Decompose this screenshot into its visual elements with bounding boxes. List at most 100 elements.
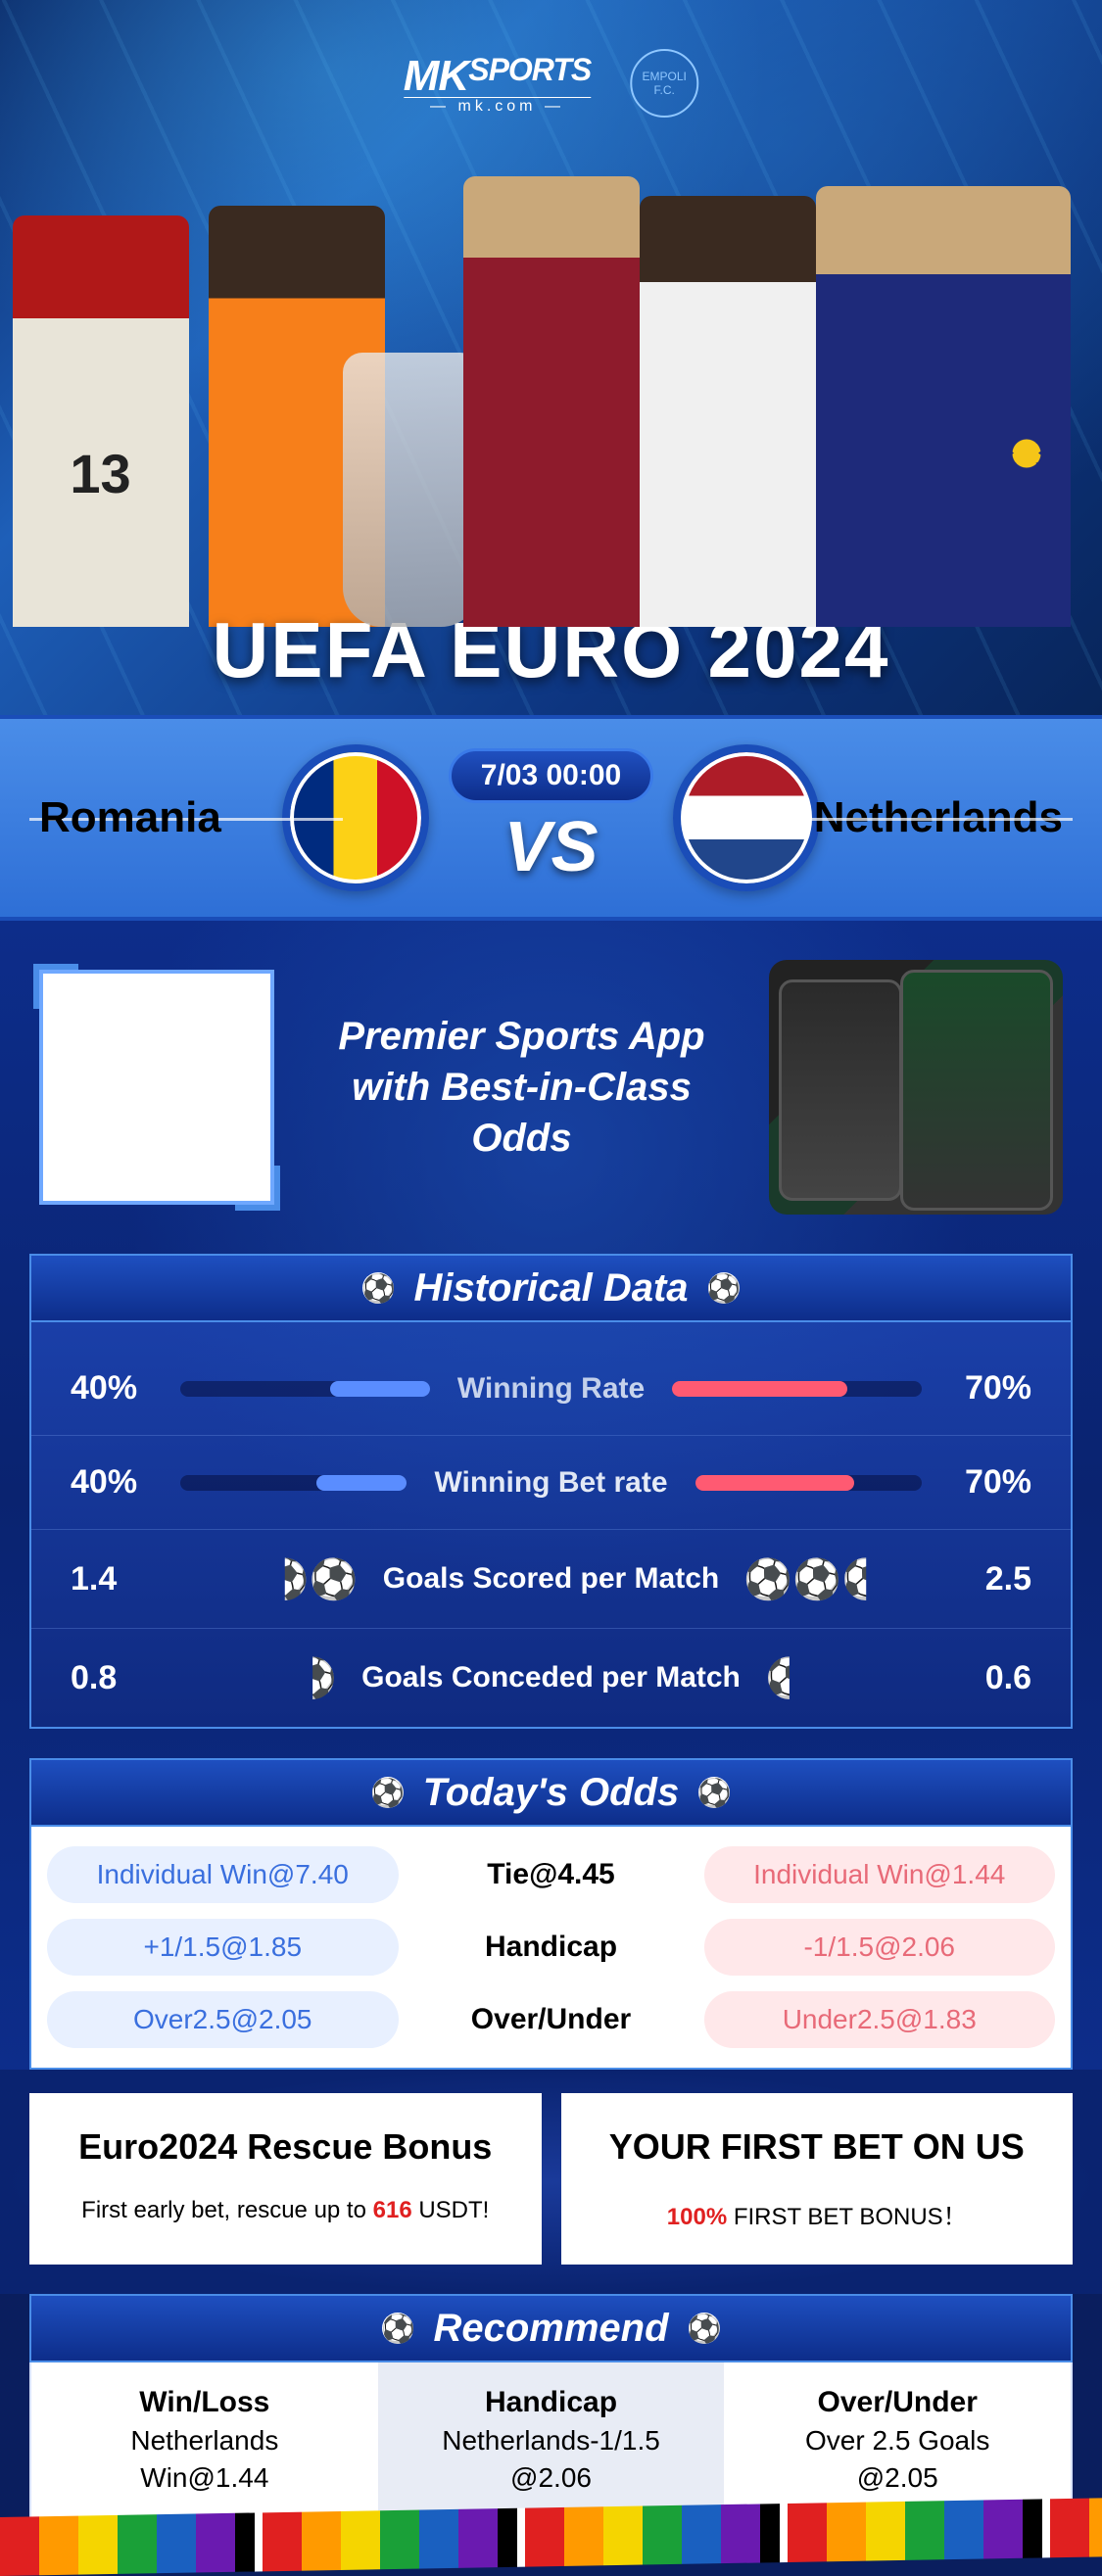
hist-right-value: 0.6 xyxy=(934,1659,1031,1697)
recommend-column[interactable]: Win/Loss Netherlands Win@1.44 xyxy=(31,2362,378,2523)
hero-banner: MKSPORTS — mk.com — EMPOLI F.C. UEFA EUR… xyxy=(0,0,1102,715)
hist-label: Winning Bet rate xyxy=(418,1466,683,1500)
qr-code[interactable] xyxy=(39,970,274,1205)
player-5 xyxy=(875,186,1090,627)
hist-left-value: 1.4 xyxy=(71,1560,168,1598)
recommend-head: Handicap xyxy=(388,2386,715,2419)
logo-row: MKSPORTS — mk.com — EMPOLI F.C. xyxy=(404,49,698,118)
odds-left-pill[interactable]: Over2.5@2.05 xyxy=(47,1991,399,2048)
ball-half-icon: ⚽ xyxy=(264,1557,307,1600)
app-screenshots xyxy=(769,960,1063,1215)
bonus-card[interactable]: YOUR FIRST BET ON US 100% FIRST BET BONUS… xyxy=(561,2093,1074,2265)
hist-label: Winning Rate xyxy=(442,1372,660,1406)
ball-half-icon: ⚽ xyxy=(291,1656,334,1699)
recommend-value-2: @2.06 xyxy=(388,2462,715,2494)
brand-name: MK xyxy=(404,52,468,100)
recommend-title: Recommend xyxy=(433,2307,668,2351)
promo-line1: Premier Sports App xyxy=(313,1011,730,1062)
ball-half-icon: ⚽ xyxy=(844,1557,887,1600)
historical-header: Historical Data xyxy=(29,1254,1073,1322)
bonus-subtitle: 100% FIRST BET BONUS！ xyxy=(667,2197,967,2231)
odds-right-pill[interactable]: -1/1.5@2.06 xyxy=(704,1919,1056,1976)
odds-center-label: Over/Under xyxy=(414,2003,689,2036)
balls-right: ⚽⚽⚽ xyxy=(746,1557,922,1600)
ball-half-icon: ⚽ xyxy=(768,1656,811,1699)
odds-center-label: Handicap xyxy=(414,1931,689,1964)
brand-logo: MKSPORTS — mk.com — xyxy=(404,52,591,116)
hist-left-value: 0.8 xyxy=(71,1659,168,1697)
promo-line2: with Best-in-Class Odds xyxy=(313,1062,730,1164)
vs-center: 7/03 00:00 VS xyxy=(449,748,653,887)
hist-right-value: 70% xyxy=(934,1369,1031,1407)
bonus-row: Euro2024 Rescue Bonus First early bet, re… xyxy=(0,2070,1102,2294)
ball-icon: ⚽ xyxy=(795,1557,838,1600)
odds-right-pill[interactable]: Under2.5@1.83 xyxy=(704,1991,1056,2048)
recommend-header: Recommend xyxy=(29,2294,1073,2362)
odds-left-pill[interactable]: Individual Win@7.40 xyxy=(47,1846,399,1903)
players-graphic xyxy=(0,157,1102,627)
odds-panel: Individual Win@7.40 Tie@4.45 Individual Wi… xyxy=(29,1827,1073,2070)
player-3 xyxy=(444,176,659,627)
hist-label: Goals Scored per Match xyxy=(367,1562,735,1596)
recommend-head: Win/Loss xyxy=(41,2386,368,2419)
odds-row: +1/1.5@1.85 Handicap -1/1.5@2.06 xyxy=(47,1919,1055,1976)
odds-row: Over2.5@2.05 Over/Under Under2.5@1.83 xyxy=(47,1991,1055,2048)
promo-row: Premier Sports App with Best-in-Class Od… xyxy=(29,950,1073,1254)
soccer-ball-icon xyxy=(698,1777,730,1808)
soccer-ball-icon xyxy=(708,1272,740,1304)
flag-left xyxy=(282,744,429,891)
soccer-ball-icon xyxy=(362,1272,394,1304)
bonus-card[interactable]: Euro2024 Rescue Bonus First early bet, re… xyxy=(29,2093,542,2265)
historical-row: 40% Winning Rate 70% xyxy=(31,1342,1071,1435)
historical-title: Historical Data xyxy=(413,1266,688,1311)
odds-row: Individual Win@7.40 Tie@4.45 Individual Wi… xyxy=(47,1846,1055,1903)
hist-left-value: 40% xyxy=(71,1369,168,1407)
hist-right-value: 2.5 xyxy=(934,1560,1031,1598)
trophy-graphic xyxy=(343,353,480,627)
player-1 xyxy=(13,215,228,627)
soccer-ball-icon xyxy=(372,1777,404,1808)
bar-left xyxy=(180,1381,430,1397)
recommend-value-2: Win@1.44 xyxy=(41,2462,368,2494)
odds-header: Today's Odds xyxy=(29,1758,1073,1827)
recommend-column[interactable]: Handicap Netherlands-1/1.5 @2.06 xyxy=(378,2362,725,2523)
vs-text: VS xyxy=(503,807,598,887)
match-bar: Romania 7/03 00:00 VS Netherlands xyxy=(0,715,1102,921)
brand-sports: SPORTS xyxy=(468,52,591,87)
brand-sub: — mk.com — xyxy=(404,97,591,116)
bar-right xyxy=(672,1381,922,1397)
bar-left xyxy=(180,1475,407,1491)
vs-block: 7/03 00:00 VS xyxy=(282,744,820,891)
odds-title: Today's Odds xyxy=(423,1771,679,1815)
bar-right xyxy=(695,1475,922,1491)
ball-icon: ⚽ xyxy=(312,1557,356,1600)
team-left-name: Romania xyxy=(39,793,221,842)
recommend-value-1: Netherlands xyxy=(41,2425,368,2457)
ball-icon: ⚽ xyxy=(746,1557,790,1600)
hist-right-value: 70% xyxy=(934,1463,1031,1502)
hist-left-value: 40% xyxy=(71,1463,168,1502)
partner-crest: EMPOLI F.C. xyxy=(630,49,698,118)
odds-center-label: Tie@4.45 xyxy=(414,1858,689,1891)
flag-right xyxy=(673,744,820,891)
recommend-value-2: @2.05 xyxy=(734,2462,1061,2494)
historical-row: 40% Winning Bet rate 70% xyxy=(31,1435,1071,1529)
odds-right-pill[interactable]: Individual Win@1.44 xyxy=(704,1846,1056,1903)
soccer-ball-icon xyxy=(382,2313,413,2344)
team-right-name: Netherlands xyxy=(814,793,1063,842)
main-content: Premier Sports App with Best-in-Class Od… xyxy=(0,921,1102,2070)
promo-text: Premier Sports App with Best-in-Class Od… xyxy=(313,1011,730,1164)
soccer-ball-icon xyxy=(689,2313,720,2344)
historical-panel: 40% Winning Rate 70% 40% Winning Bet rate 70%… xyxy=(29,1322,1073,1729)
bonus-subtitle: First early bet, rescue up to 616 USDT! xyxy=(81,2197,489,2224)
recommend-head: Over/Under xyxy=(734,2386,1061,2419)
historical-row: 0.8⚽Goals Conceded per Match⚽0.6 xyxy=(31,1628,1071,1727)
recommend-value-1: Over 2.5 Goals xyxy=(734,2425,1061,2457)
balls-left: ⚽⚽ xyxy=(180,1557,356,1600)
bonus-title: YOUR FIRST BET ON US xyxy=(609,2126,1025,2168)
odds-left-pill[interactable]: +1/1.5@1.85 xyxy=(47,1919,399,1976)
bonus-title: Euro2024 Rescue Bonus xyxy=(78,2126,492,2168)
balls-left: ⚽ xyxy=(180,1656,334,1699)
historical-row: 1.4⚽⚽Goals Scored per Match⚽⚽⚽2.5 xyxy=(31,1529,1071,1628)
recommend-value-1: Netherlands-1/1.5 xyxy=(388,2425,715,2457)
